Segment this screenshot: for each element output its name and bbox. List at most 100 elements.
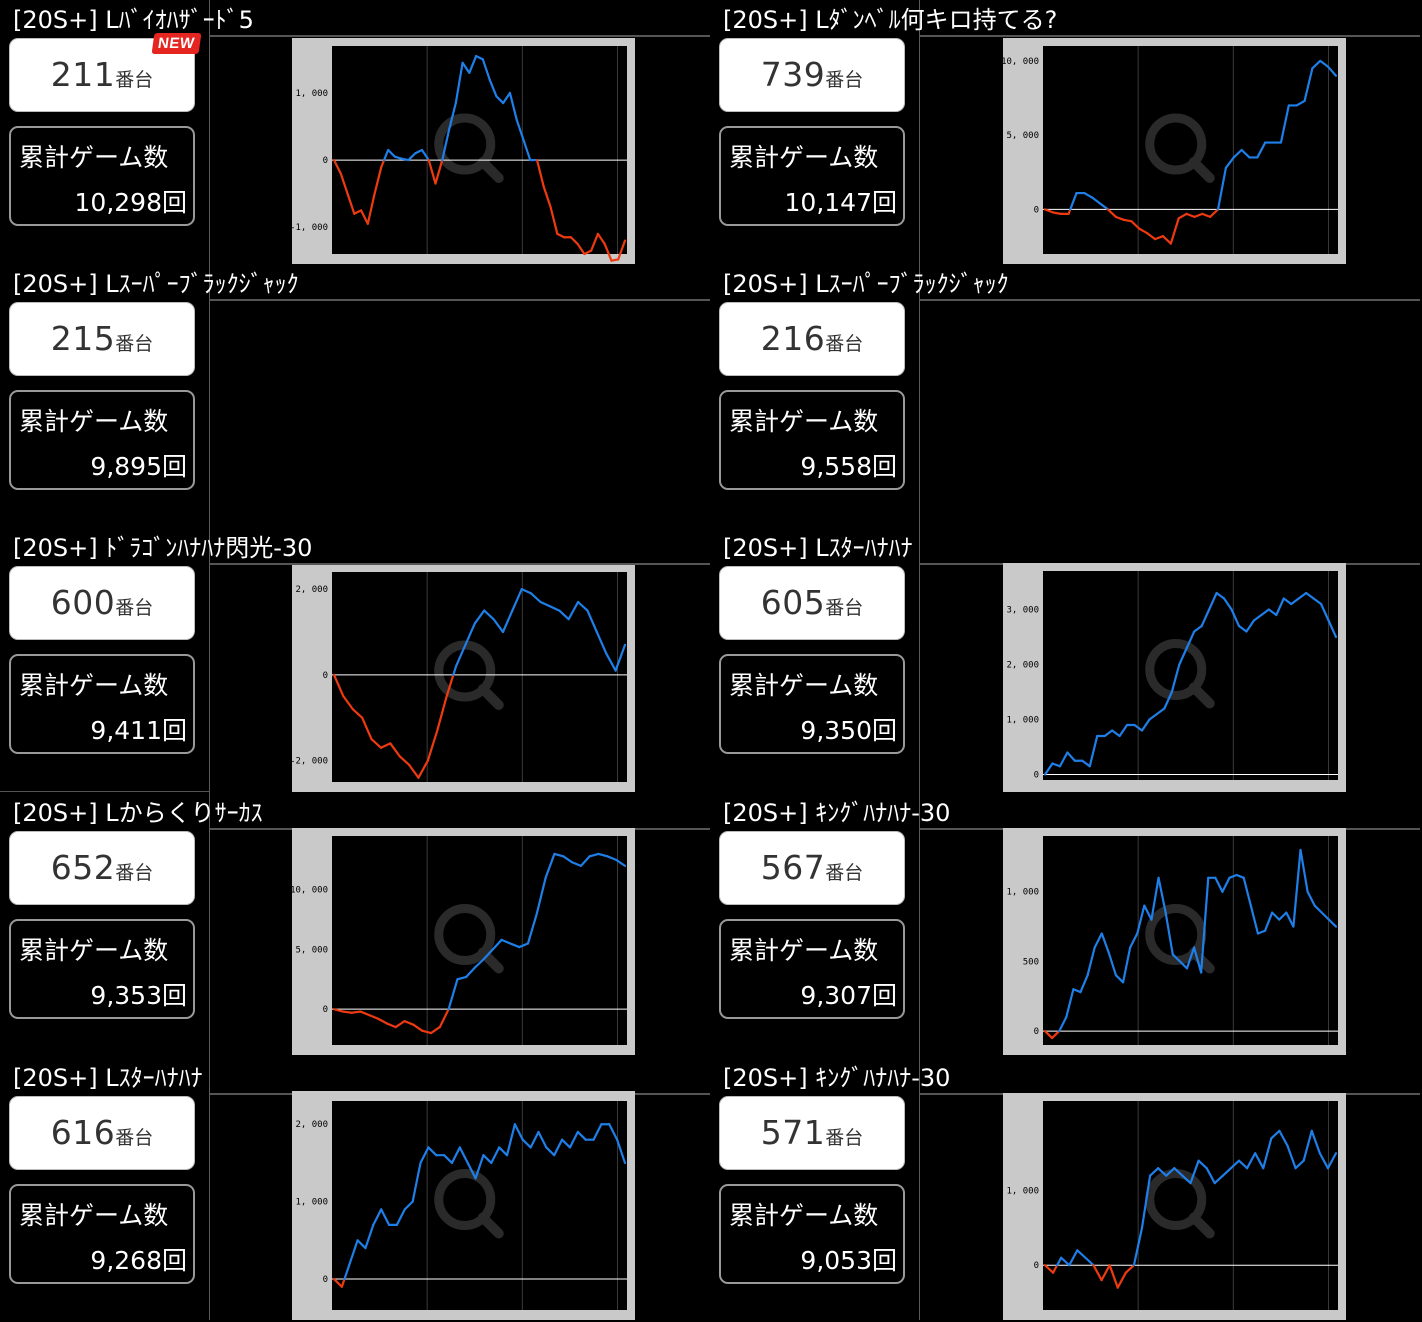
series-segment (385, 1022, 397, 1029)
series-segment (394, 1020, 406, 1029)
machine-number-card[interactable]: 211番台 NEW (9, 33, 201, 112)
y-tick-label: 0 (323, 1275, 328, 1285)
chart-title: [20S+] ｷﾝｸﾞﾊﾅﾊﾅ-30 (723, 799, 951, 827)
series-segment (588, 852, 600, 858)
series-segment (1065, 988, 1075, 1019)
series-segment (361, 716, 373, 741)
series-segment (1093, 932, 1103, 949)
series-segment (389, 742, 401, 758)
chart-frame[interactable]: -2, 000 0 2, 000 (292, 564, 635, 792)
chart-frame[interactable]: 0 500 1, 000 (1003, 828, 1346, 1055)
total-games-value: 10,147回 (784, 188, 897, 217)
series-segment (1270, 1129, 1281, 1140)
series-segment (1088, 734, 1099, 768)
plot-area (1043, 46, 1338, 254)
series-segment (1121, 946, 1132, 984)
machine-number-card[interactable]: 616番台 (9, 1096, 195, 1170)
series-segment (1161, 235, 1172, 245)
plot-area (1043, 571, 1338, 780)
machine-number-card[interactable]: 567番台 (719, 831, 905, 905)
machine-number-card[interactable]: 571番台 (719, 1096, 905, 1170)
y-tick-label: 1, 000 (1006, 888, 1039, 898)
series-segment (403, 1020, 415, 1026)
series-segment (368, 1014, 380, 1020)
title-underline (920, 35, 1420, 37)
series-segment (1313, 904, 1323, 914)
series-segment (1235, 873, 1245, 879)
chart-frame[interactable]: 0 1, 000 2, 000 (292, 1093, 635, 1320)
series-segment (339, 172, 349, 195)
series-segment (1066, 751, 1076, 762)
series-segment (522, 138, 532, 162)
series-segment (417, 759, 429, 779)
series-segment (509, 942, 521, 949)
series-segment (498, 1146, 509, 1157)
series-segment (473, 957, 486, 969)
total-games-value: 9,268回 (90, 1246, 187, 1275)
series-segment (490, 1146, 501, 1165)
series-segment (380, 1208, 391, 1226)
series-segment (1079, 974, 1089, 994)
chart-frame[interactable]: -1, 000 0 1, 000 (292, 38, 635, 264)
machine-number: 567 (760, 848, 826, 887)
series-segment (395, 1208, 406, 1226)
series-segment (461, 61, 471, 74)
series-segment (488, 78, 498, 98)
series-segment (475, 54, 484, 61)
series-segment (614, 643, 627, 672)
machine-number-card[interactable]: 216番台 (719, 302, 905, 376)
chart-frame[interactable]: 0 1, 000 (1003, 1093, 1346, 1320)
y-tick-label: 2, 000 (1006, 661, 1039, 671)
series-segment (458, 1146, 469, 1165)
series-segment (576, 1130, 587, 1141)
series-segment (1130, 220, 1141, 230)
chart-frame[interactable]: 0 5, 000 10, 000 (292, 828, 635, 1055)
series-segment (556, 232, 566, 239)
slump-chart: -2, 000 0 2, 000 (292, 572, 627, 782)
series-segment (1200, 608, 1211, 628)
total-games-box: 累計ゲーム数 9,350回 (719, 654, 905, 754)
series-segment (597, 852, 609, 858)
series-segment (1140, 1174, 1152, 1229)
series-segment (1157, 876, 1167, 914)
series-segment (1303, 67, 1314, 103)
machine-number-card[interactable]: 605番台 (719, 566, 905, 640)
series-segment (411, 1161, 422, 1203)
machine-number: 616 (50, 1113, 116, 1152)
zoom-watermark-icon (1145, 639, 1207, 700)
machine-number-card[interactable]: 600番台 (9, 566, 195, 640)
series-segment (1232, 148, 1243, 159)
series-segment (501, 609, 514, 634)
series-segment (452, 665, 458, 676)
series-segment (615, 858, 627, 867)
chart-title: [20S+] Lからくりｻｰｶｽ (13, 799, 263, 827)
machine-number-card[interactable]: 652番台 (9, 831, 195, 905)
series-segment (535, 158, 545, 189)
chart-frame[interactable]: 0 1, 000 2, 000 3, 000 (1003, 563, 1346, 790)
y-tick-label: 500 (1023, 957, 1039, 967)
series-segment (1294, 1159, 1305, 1170)
series-segment (1165, 1167, 1176, 1177)
machine-entry: [20S+] Lｽｰﾊﾟｰﾌﾞﾗｯｸｼﾞｬｯｸ 215番台 累計ゲーム数 9,895回… (0, 264, 710, 792)
series-segment (545, 1146, 556, 1157)
machine-number-card[interactable]: 215番台 (9, 302, 195, 376)
series-segment (1319, 59, 1330, 68)
series-segment (1260, 608, 1270, 617)
total-games-label: 累計ゲーム数 (19, 671, 169, 700)
total-games-value: 9,411回 (90, 716, 187, 745)
series-segment (1319, 602, 1330, 622)
total-games-value: 9,053回 (800, 1246, 897, 1275)
series-segment (1100, 1264, 1111, 1282)
series-segment (464, 622, 476, 646)
series-segment (359, 209, 369, 225)
series-segment (1327, 619, 1338, 639)
machine-number-card[interactable]: 739番台 (719, 38, 905, 112)
series-segment (1299, 848, 1309, 893)
machine-suffix: 番台 (115, 69, 154, 91)
zoom-watermark-handle (477, 947, 504, 974)
series-segment (482, 1154, 493, 1165)
series-segment (553, 852, 565, 858)
chart-frame[interactable]: 0 5, 000 10, 000 (1003, 38, 1346, 264)
series-segment (407, 152, 417, 162)
